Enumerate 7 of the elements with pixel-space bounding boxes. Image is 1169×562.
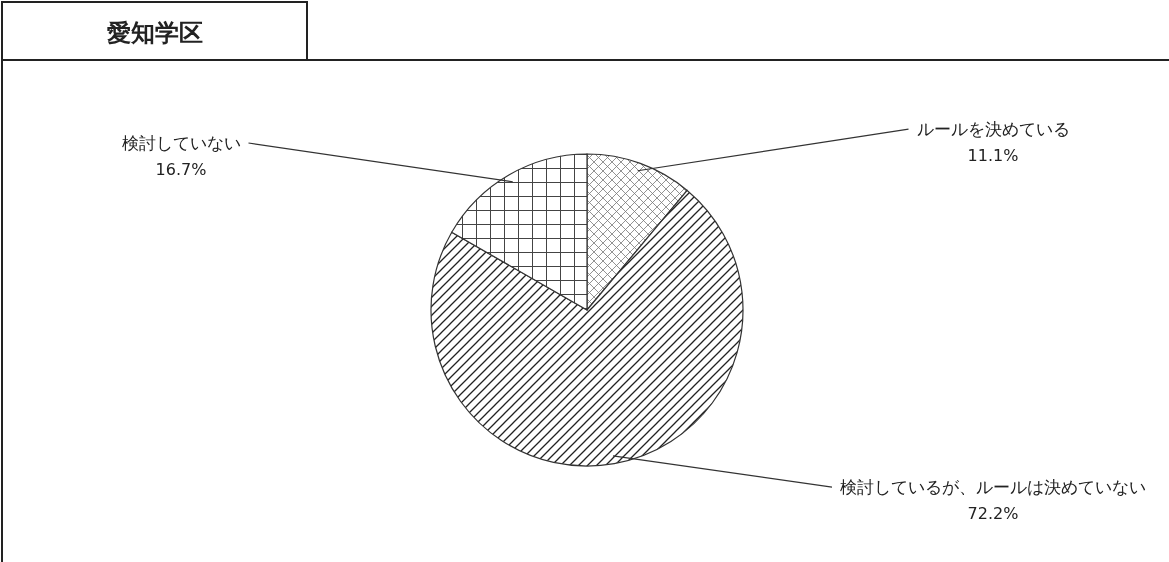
slice-label: 検討しているが、ルールは決めていない <box>840 477 1146 498</box>
slice-label: ルールを決めている <box>916 119 1070 140</box>
slice-label: 検討していない <box>121 133 241 154</box>
data-label: 72.2% <box>967 504 1019 524</box>
data-label: 11.1% <box>967 146 1019 166</box>
chart-title: 愛知学区 <box>107 19 203 47</box>
data-label: 16.7% <box>155 160 207 180</box>
